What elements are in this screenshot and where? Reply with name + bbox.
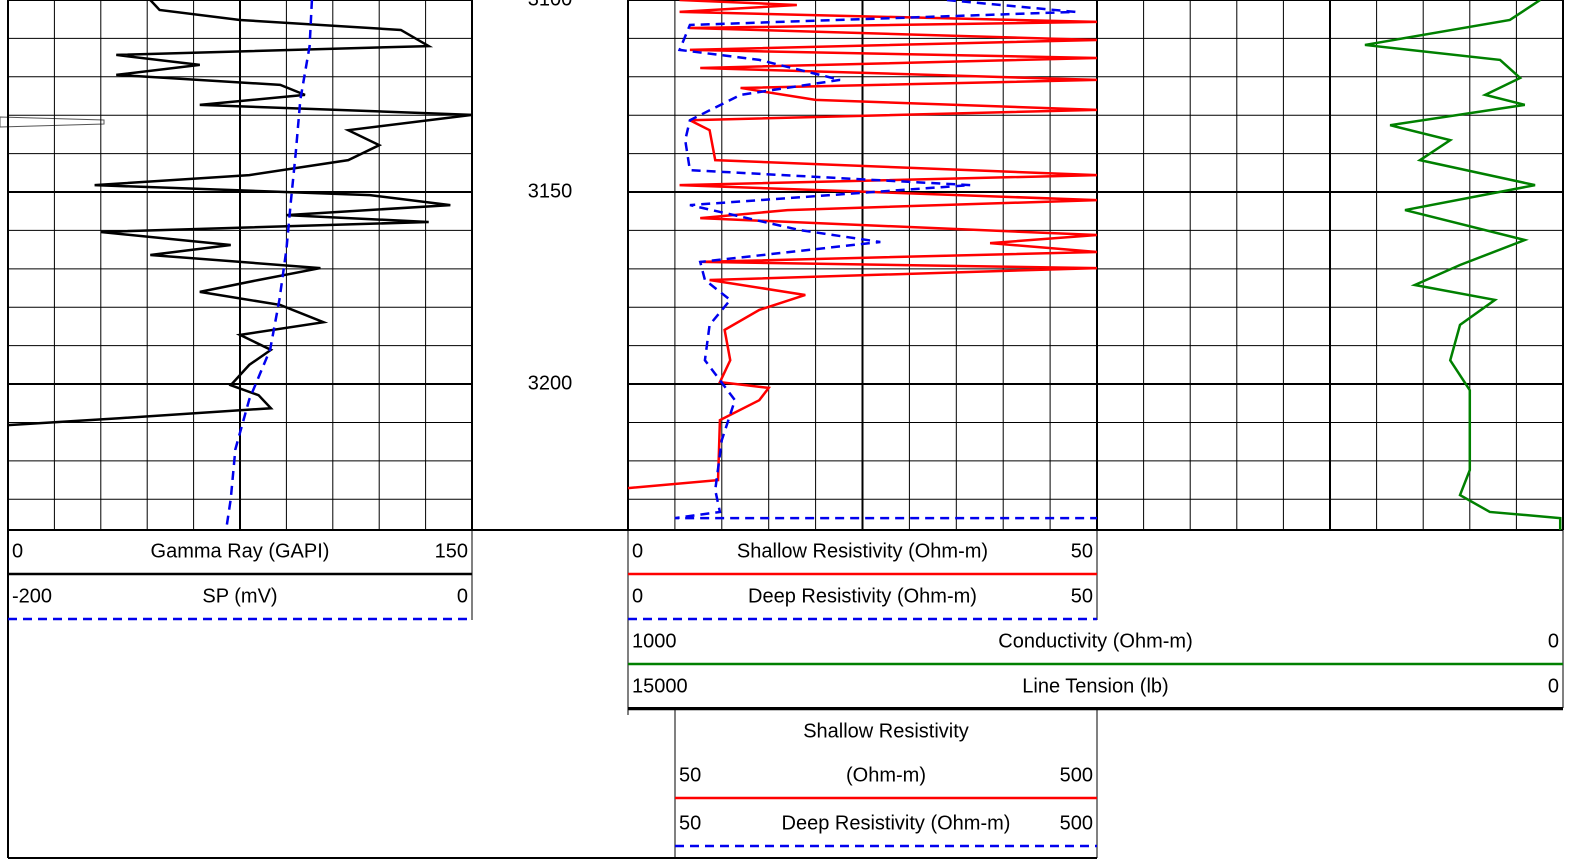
- log-curve: [627, 0, 1098, 490]
- scale-min: 0: [12, 540, 23, 562]
- curve-name: Gamma Ray (GAPI): [151, 540, 330, 562]
- scale-min: 15000: [632, 675, 688, 697]
- curve-name: Deep Resistivity (Ohm-m): [748, 585, 977, 607]
- scale-max: 0: [1548, 675, 1559, 697]
- scale-min: 0: [632, 585, 643, 607]
- scale-max: 50: [1071, 585, 1093, 607]
- scale-min: 1000: [632, 630, 677, 652]
- depth-label: 3100: [528, 0, 573, 10]
- log-curve: [1364, 0, 1562, 530]
- curve-name: SP (mV): [202, 585, 277, 607]
- scale-max: 0: [1548, 630, 1559, 652]
- backup-name: (Ohm-m): [846, 764, 926, 786]
- curve-name: Shallow Resistivity (Ohm-m): [737, 540, 988, 562]
- log-curve: [224, 0, 314, 531]
- backup-name: Shallow Resistivity: [803, 720, 969, 742]
- backup-max: 500: [1060, 764, 1093, 786]
- curve-name: Conductivity (Ohm-m): [998, 630, 1192, 652]
- scale-min: 0: [632, 540, 643, 562]
- depth-label: 3200: [528, 372, 573, 394]
- scale-max: 150: [435, 540, 468, 562]
- curve-name: Line Tension (lb): [1022, 675, 1168, 697]
- scale-max: 0: [457, 585, 468, 607]
- depth-label: 3150: [528, 180, 573, 202]
- backup-min: 50: [679, 764, 701, 786]
- log-curve: [674, 0, 1097, 520]
- backup-max: 500: [1060, 812, 1093, 834]
- scale-min: -200: [12, 585, 52, 607]
- backup-name: Deep Resistivity (Ohm-m): [782, 812, 1011, 834]
- scale-max: 50: [1071, 540, 1093, 562]
- tension-marker: [0, 116, 105, 128]
- backup-min: 50: [679, 812, 701, 834]
